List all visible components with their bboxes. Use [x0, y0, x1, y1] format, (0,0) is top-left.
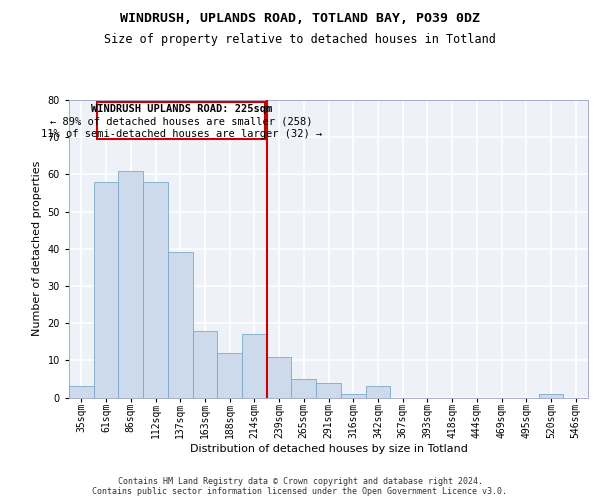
Bar [267, 356, 292, 398]
Bar [143, 182, 168, 398]
Text: Size of property relative to detached houses in Totland: Size of property relative to detached ho… [104, 32, 496, 46]
Bar [539, 394, 563, 398]
Bar [168, 252, 193, 398]
Text: 11% of semi-detached houses are larger (32) →: 11% of semi-detached houses are larger (… [41, 128, 322, 138]
Y-axis label: Number of detached properties: Number of detached properties [32, 161, 42, 336]
Text: Contains HM Land Registry data © Crown copyright and database right 2024.: Contains HM Land Registry data © Crown c… [118, 477, 482, 486]
Text: ← 89% of detached houses are smaller (258): ← 89% of detached houses are smaller (25… [50, 116, 313, 126]
Bar [242, 334, 267, 398]
Bar [341, 394, 365, 398]
Bar [193, 330, 217, 398]
Text: WINDRUSH UPLANDS ROAD: 225sqm: WINDRUSH UPLANDS ROAD: 225sqm [91, 104, 272, 114]
Bar [217, 353, 242, 398]
Text: WINDRUSH, UPLANDS ROAD, TOTLAND BAY, PO39 0DZ: WINDRUSH, UPLANDS ROAD, TOTLAND BAY, PO3… [120, 12, 480, 26]
Bar [292, 379, 316, 398]
Text: Contains public sector information licensed under the Open Government Licence v3: Contains public sector information licen… [92, 487, 508, 496]
Bar [316, 382, 341, 398]
Bar [118, 170, 143, 398]
Bar [94, 182, 118, 398]
Bar [365, 386, 390, 398]
X-axis label: Distribution of detached houses by size in Totland: Distribution of detached houses by size … [190, 444, 467, 454]
Bar [69, 386, 94, 398]
FancyBboxPatch shape [97, 102, 265, 139]
